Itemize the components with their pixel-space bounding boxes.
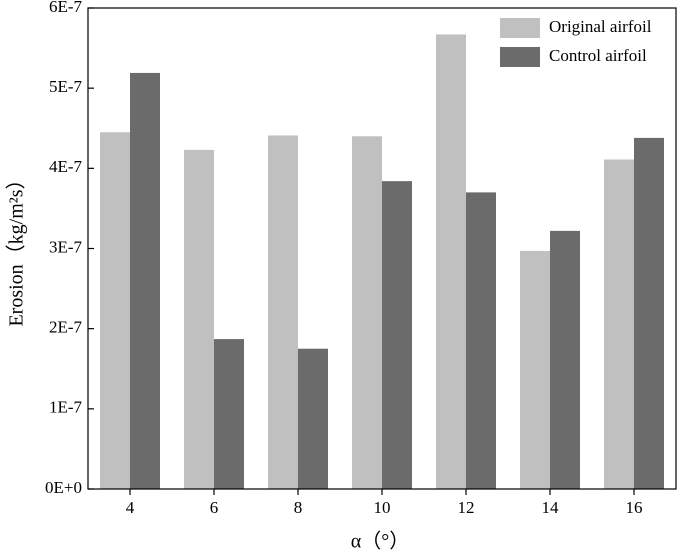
- bar: [634, 137, 664, 489]
- x-tick-label: 8: [294, 498, 303, 517]
- y-tick-label: 4E-7: [49, 157, 83, 176]
- x-tick-label: 6: [210, 498, 219, 517]
- x-tick-label: 10: [374, 498, 391, 517]
- bar: [100, 132, 130, 489]
- x-axis-label: α（°）: [351, 530, 409, 553]
- legend-swatch: [500, 47, 540, 67]
- legend-label: Original airfoil: [549, 17, 652, 36]
- x-tick-label: 14: [542, 498, 560, 517]
- x-tick-label: 4: [126, 498, 135, 517]
- bar: [268, 135, 298, 489]
- bar: [466, 192, 496, 489]
- bar: [130, 72, 160, 489]
- legend-label: Control airfoil: [549, 46, 647, 65]
- x-tick-label: 12: [458, 498, 475, 517]
- y-axis-label: Erosion（kg/m²s）: [5, 169, 28, 326]
- y-tick-label: 6E-7: [49, 0, 83, 16]
- bar: [184, 149, 214, 489]
- y-tick-label: 0E+0: [45, 478, 82, 497]
- bar: [550, 230, 580, 489]
- bar: [382, 181, 412, 489]
- bar: [214, 339, 244, 489]
- x-tick-label: 16: [626, 498, 643, 517]
- bar: [298, 348, 328, 489]
- y-tick-label: 5E-7: [49, 77, 83, 96]
- bar: [436, 34, 466, 490]
- y-tick-label: 3E-7: [49, 237, 83, 256]
- bar: [520, 250, 550, 489]
- bar: [352, 136, 382, 489]
- legend-swatch: [500, 18, 540, 38]
- bar: [604, 159, 634, 489]
- y-tick-label: 1E-7: [49, 398, 83, 417]
- y-tick-label: 2E-7: [49, 318, 83, 337]
